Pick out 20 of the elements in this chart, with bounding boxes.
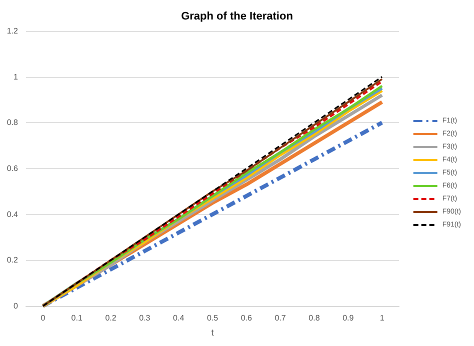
y-tick-label: 1	[14, 72, 19, 82]
y-tick-label: 0	[14, 302, 19, 310]
x-axis-title: t	[211, 328, 214, 338]
y-tick-label: 0.2	[6, 256, 19, 265]
x-tick-label: 0.1	[71, 314, 83, 322]
chart-title: Graph of the Iteration	[181, 10, 294, 22]
y-tick-label: 1.2	[6, 26, 19, 36]
x-tick-label: 1	[380, 314, 385, 322]
y-tick-label: 0.6	[6, 164, 19, 173]
x-tick-label: 0.9	[342, 314, 354, 322]
x-tick-label: 0.5	[206, 314, 219, 322]
x-tick-label: 0.6	[240, 314, 253, 322]
x-tick-label: 0.2	[105, 314, 117, 322]
x-tick-label: 0	[40, 314, 46, 322]
x-tick-label: 0.8	[308, 314, 320, 322]
y-tick-label: 0.4	[6, 210, 19, 219]
x-tick-label: 0.4	[173, 314, 185, 322]
y-tick-label: 0.8	[6, 118, 19, 128]
x-tick-label: 0.3	[139, 314, 151, 322]
x-tick-label: 0.7	[274, 314, 286, 322]
